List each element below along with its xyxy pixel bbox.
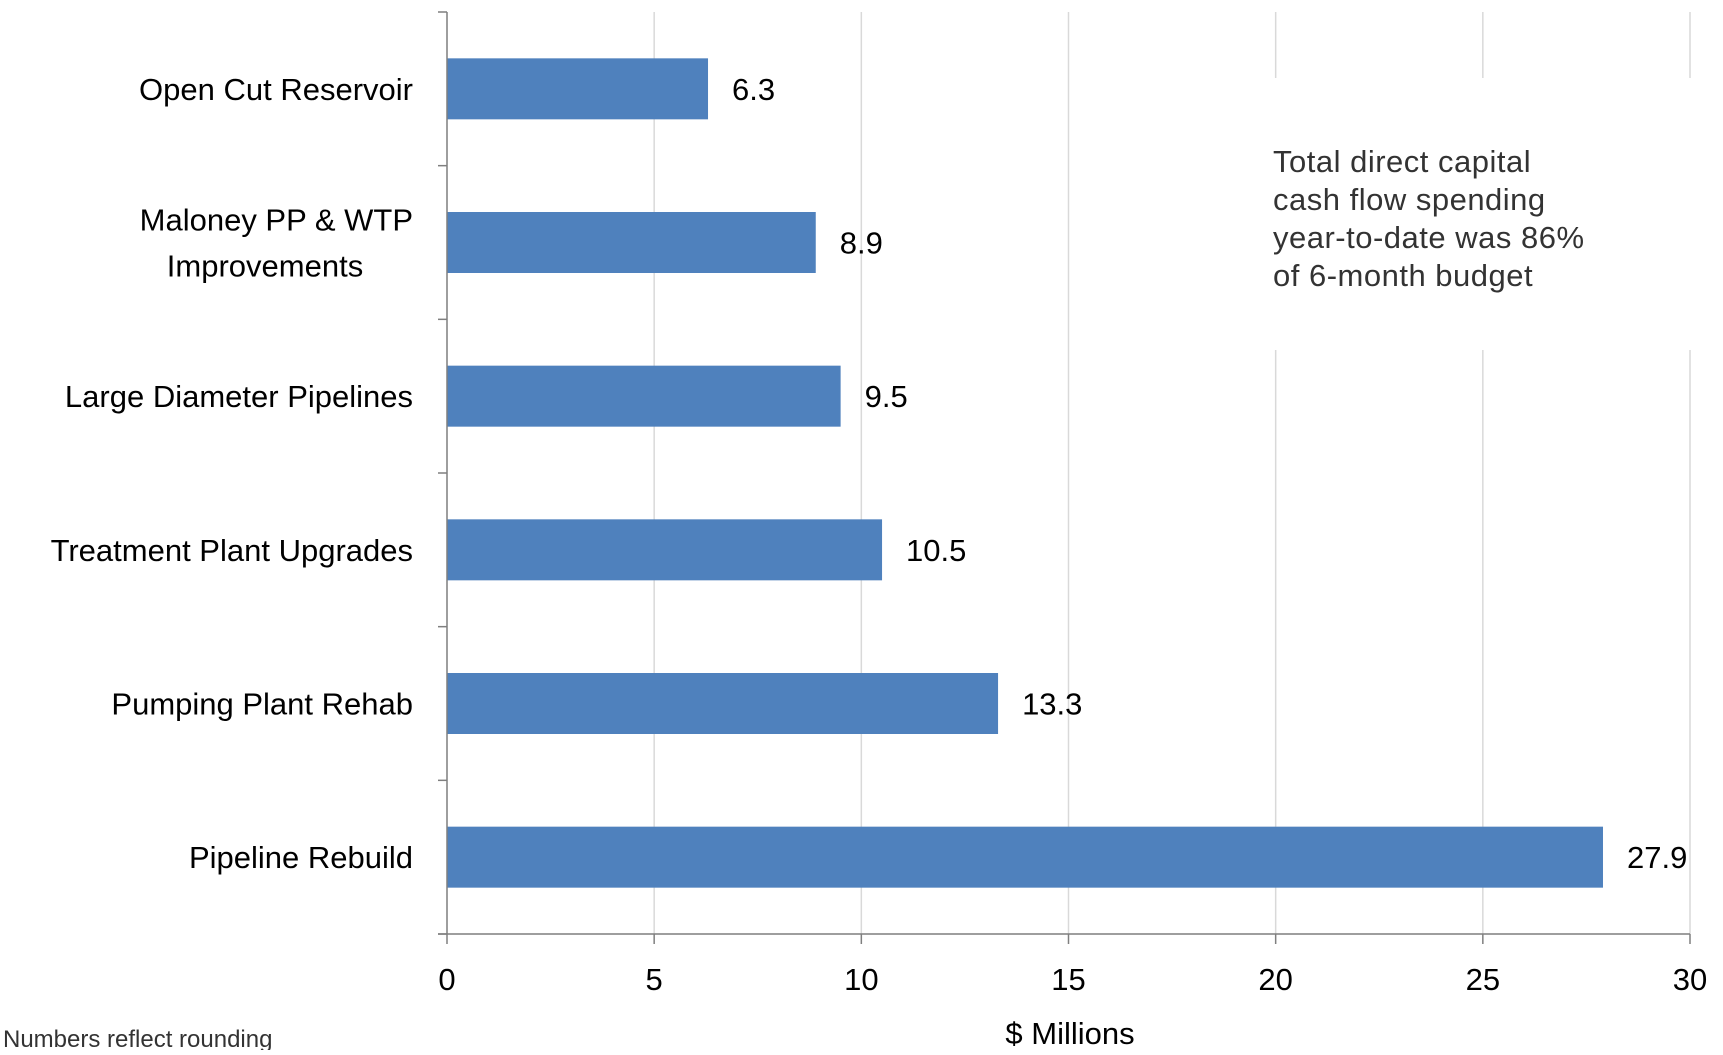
- annotation-line: year-to-date was 86%: [1273, 220, 1585, 255]
- footnote: Numbers reflect rounding: [3, 1026, 272, 1050]
- x-tick-label: 10: [844, 962, 878, 997]
- x-axis-title: $ Millions: [1005, 1016, 1134, 1050]
- data-label: 8.9: [840, 226, 883, 261]
- x-tick-label: 15: [1051, 962, 1085, 997]
- data-label: 13.3: [1022, 687, 1082, 722]
- x-tick-label: 0: [438, 962, 455, 997]
- gridlines: [653, 12, 1691, 934]
- bar: [447, 673, 999, 734]
- data-label: 6.3: [732, 72, 775, 107]
- bars: [447, 58, 1603, 888]
- data-label: 9.5: [865, 379, 908, 414]
- bar: [447, 826, 1603, 888]
- x-tick-label: 5: [646, 962, 663, 997]
- category-label: Pumping Plant Rehab: [111, 687, 413, 722]
- category-label: Large Diameter Pipelines: [65, 379, 413, 414]
- category-label: Treatment Plant Upgrades: [51, 533, 413, 568]
- labels: 6.3 Open Cut Reservoir 8.9 Maloney PP & WTP…: [51, 72, 1708, 997]
- data-label: 27.9: [1627, 840, 1687, 875]
- x-tick-label: 30: [1673, 962, 1707, 997]
- data-label: 10.5: [906, 533, 966, 568]
- category-label: Open Cut Reservoir: [139, 72, 413, 107]
- bar: [447, 212, 816, 273]
- bar: [447, 519, 883, 581]
- annotation-line: Total direct capital: [1273, 144, 1531, 179]
- axes: [438, 11, 1691, 944]
- category-label: Pipeline Rebuild: [189, 840, 413, 875]
- annotation-line: of 6-month budget: [1273, 258, 1533, 293]
- category-label: Improvements: [167, 249, 363, 284]
- x-tick-label: 20: [1258, 962, 1292, 997]
- bar: [447, 58, 709, 120]
- x-tick-label: 25: [1466, 962, 1500, 997]
- category-label: Maloney PP & WTP: [140, 203, 413, 238]
- bar: [447, 365, 841, 427]
- annotation-line: cash flow spending: [1273, 182, 1546, 217]
